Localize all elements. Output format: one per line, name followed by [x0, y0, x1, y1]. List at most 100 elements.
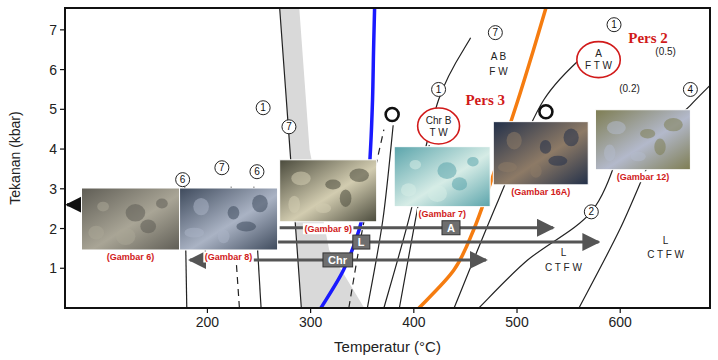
photo	[180, 188, 278, 250]
x-tick-label: 300	[299, 314, 323, 330]
label-patch	[488, 66, 510, 78]
photo	[595, 110, 690, 170]
range-label: A	[447, 222, 455, 234]
photo-texture	[530, 164, 541, 178]
photo-texture	[325, 180, 341, 190]
reaction-marker	[386, 108, 399, 121]
y-axis-title: Tekanan (kbar)	[7, 111, 23, 204]
photo-image	[180, 188, 278, 250]
photo-texture	[116, 228, 136, 245]
plot-background	[65, 8, 710, 308]
photo-texture	[140, 220, 156, 234]
photo	[394, 147, 490, 207]
highlight-text: T W	[430, 127, 449, 138]
photo-texture	[548, 156, 567, 166]
range-label-box	[323, 253, 353, 267]
range-label: Chr	[328, 254, 348, 266]
label-patch	[544, 262, 584, 274]
photo-caption: (Gambar 8)	[205, 252, 253, 262]
label-patch	[646, 249, 686, 261]
photo-caption: (Gambar 16A)	[511, 187, 570, 197]
plot-frame	[65, 8, 710, 308]
reaction-number: 1	[260, 102, 266, 113]
reaction-label: A B	[491, 51, 507, 62]
photo-texture	[218, 230, 230, 244]
photo-texture	[126, 204, 146, 221]
photo-texture	[604, 145, 615, 162]
photo-texture	[350, 168, 369, 182]
photo-image	[82, 188, 180, 250]
photo-texture	[410, 160, 422, 170]
photo-image	[394, 147, 490, 207]
photo-texture	[193, 198, 209, 215]
reaction-number: 7	[493, 27, 499, 38]
photo-caption: (Gambar 9)	[304, 224, 352, 234]
reaction-circle	[256, 101, 270, 115]
highlight-ellipse	[418, 108, 460, 144]
label-patch	[618, 83, 642, 95]
reaction-circle	[282, 120, 296, 134]
annotations: ALChr6761717124A BF W(0.5)(0.2)LC T F WL…	[105, 18, 697, 274]
photo-texture	[236, 221, 256, 231]
photo-texture	[252, 195, 268, 212]
equation-label: Pers 2	[628, 30, 668, 46]
y-tick-label: 2	[49, 221, 57, 237]
label-patch	[489, 50, 508, 62]
range-label-box	[442, 221, 460, 235]
photo-image	[595, 110, 690, 170]
reaction-label: C T F W	[545, 262, 582, 273]
reaction-label: (0.2)	[619, 83, 640, 94]
reaction-circle	[488, 26, 502, 40]
x-axis-title: Temperatur (°C)	[334, 338, 441, 355]
reaction-label: F W	[489, 66, 508, 77]
equation-label: Pers 3	[465, 92, 505, 108]
y-tick-label: 7	[49, 22, 57, 38]
photo-texture	[540, 140, 551, 154]
y-tick-label: 4	[49, 141, 57, 157]
label-patch	[654, 46, 678, 58]
x-tick-label: 600	[609, 314, 633, 330]
photo-texture	[498, 162, 517, 172]
y-tick-label: 5	[49, 101, 57, 117]
band	[280, 8, 365, 308]
axes: 2003004005006001234567Temperatur (°C)Tek…	[7, 22, 632, 355]
photo-texture	[97, 202, 109, 212]
photo-texture	[467, 157, 479, 167]
photo-texture	[401, 183, 416, 196]
label-patch	[510, 186, 572, 197]
highlight-ellipse	[577, 42, 620, 78]
reaction-number: 7	[286, 121, 292, 132]
photo	[493, 122, 588, 185]
highlight-text: Chr B	[426, 115, 452, 126]
photo	[280, 160, 377, 222]
photo-texture	[228, 206, 240, 220]
photo-texture	[291, 172, 310, 186]
reaction-label: C T F W	[647, 249, 684, 260]
reaction-circle	[607, 18, 621, 32]
photo-texture	[340, 190, 352, 207]
highlight: Chr BT W	[418, 108, 460, 144]
photo-texture	[88, 226, 104, 240]
reaction-number: 7	[219, 162, 225, 173]
reaction-circle	[432, 82, 446, 96]
photo-texture	[288, 196, 300, 213]
range-label: L	[358, 236, 365, 248]
curve	[321, 8, 375, 308]
y-tick-label: 6	[49, 62, 57, 78]
reaction-number: 1	[436, 84, 442, 95]
photo-texture	[664, 118, 683, 131]
photo-texture	[316, 203, 332, 213]
photo-caption: (Gambar 12)	[617, 172, 670, 182]
photo-texture	[184, 228, 204, 238]
label-patch	[417, 208, 468, 219]
plot-area	[67, 8, 710, 308]
photo-texture	[452, 177, 467, 190]
reaction-number: 6	[254, 166, 260, 177]
reaction-number: 4	[688, 84, 694, 95]
photo-texture	[640, 129, 655, 139]
highlight: AF T W	[577, 42, 620, 78]
reaction-circle	[215, 161, 229, 175]
photo-texture	[507, 132, 522, 150]
highlight-text: F T W	[585, 60, 612, 71]
label-patch	[105, 251, 156, 262]
